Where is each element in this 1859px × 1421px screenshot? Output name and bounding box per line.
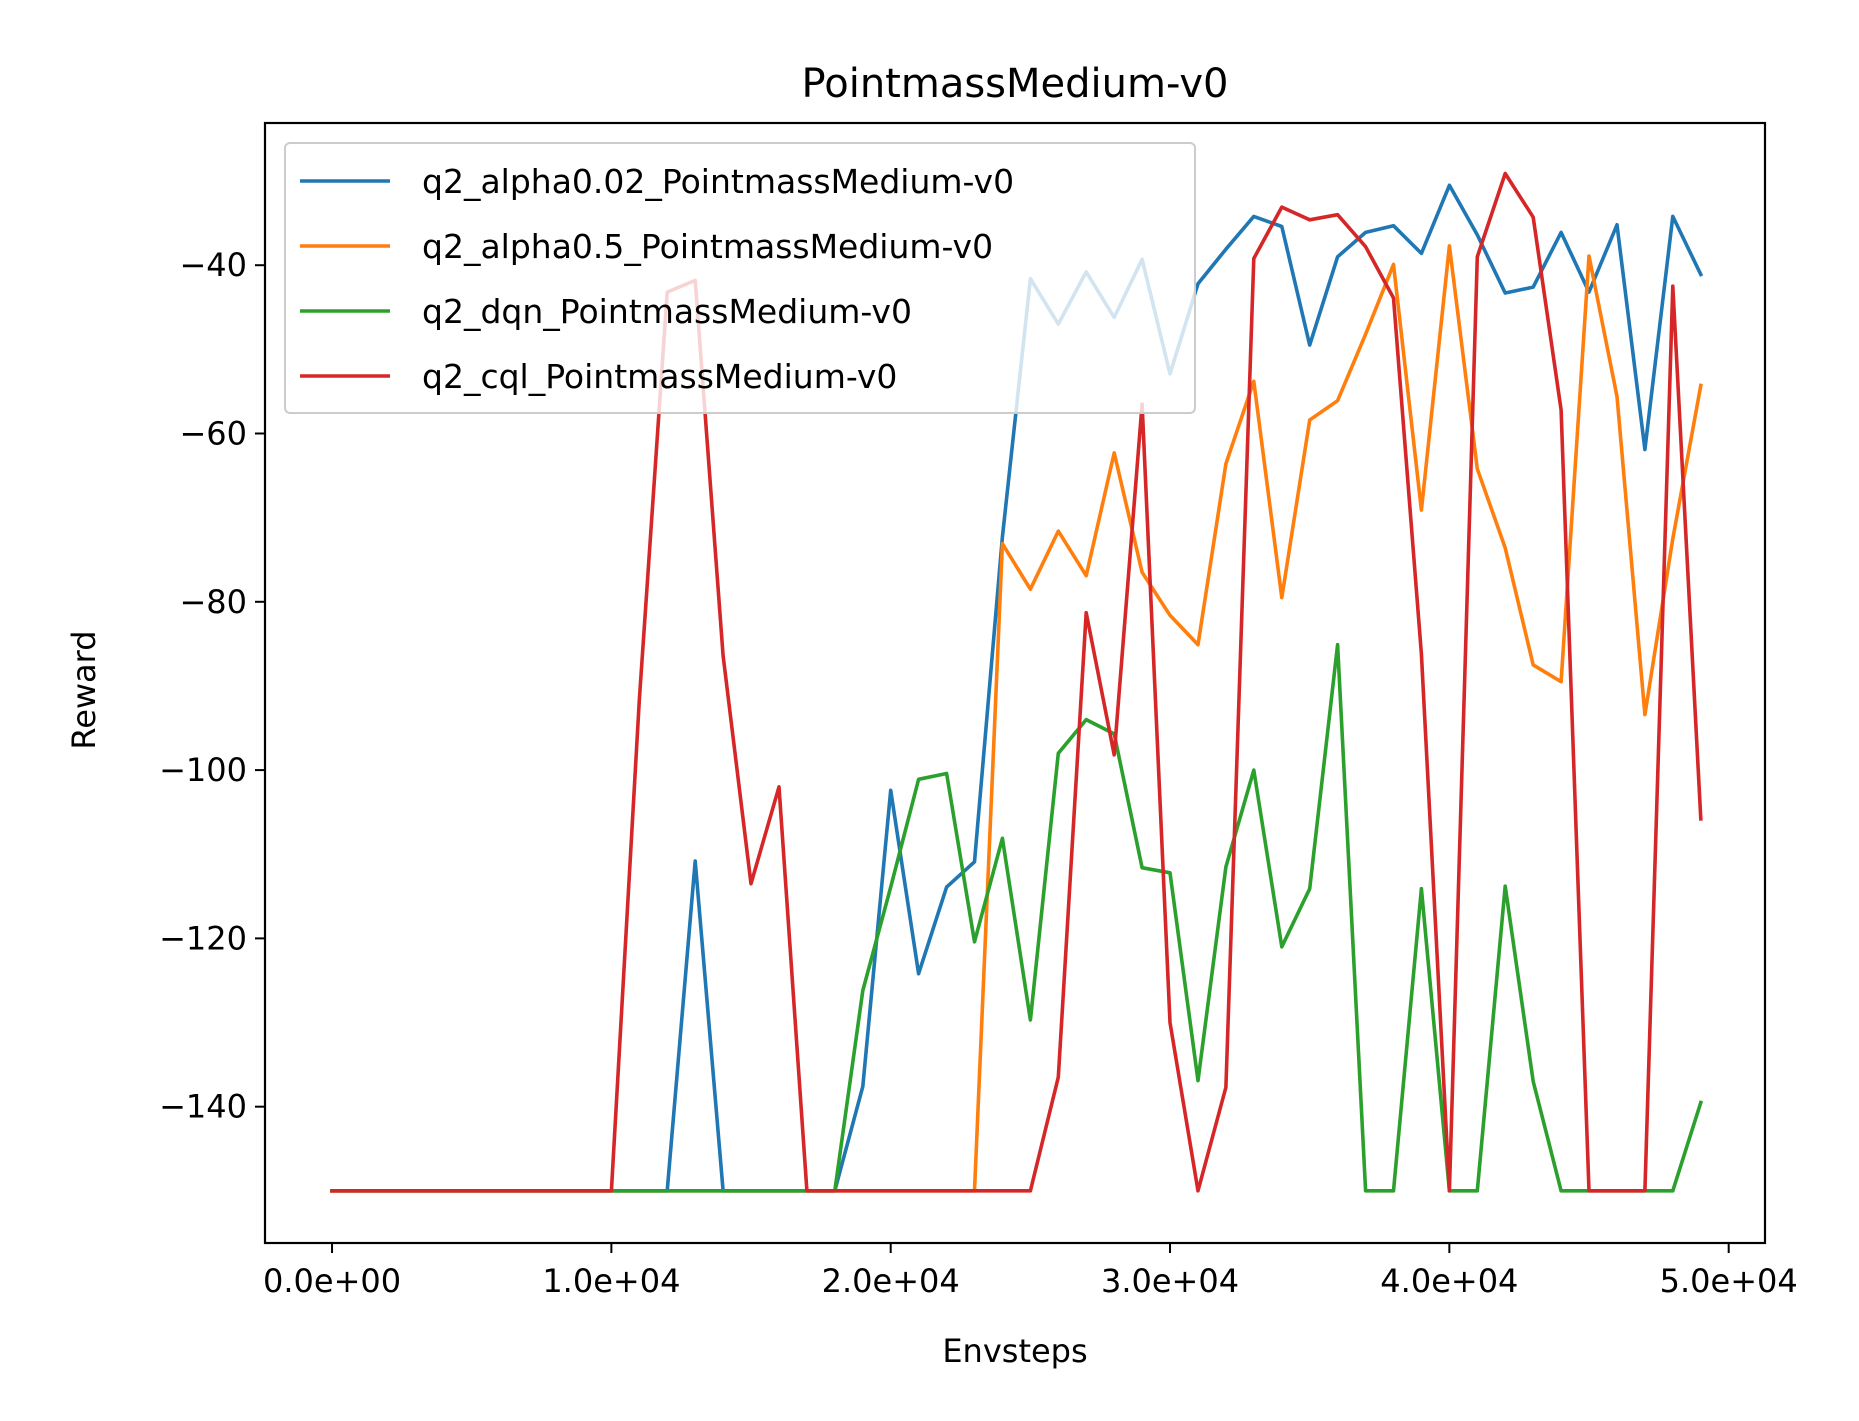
y-axis-label: Reward bbox=[65, 630, 103, 749]
y-tick-label: −80 bbox=[179, 583, 247, 621]
x-tick-label: 5.0e+04 bbox=[1660, 1262, 1798, 1300]
series-line-3 bbox=[330, 171, 1703, 1193]
x-tick-label: 3.0e+04 bbox=[1101, 1262, 1239, 1300]
plot-frame bbox=[263, 121, 1767, 1245]
legend-entry-2: q2_dqn_PointmassMedium-v0 bbox=[422, 292, 912, 331]
y-tick-label: −40 bbox=[179, 246, 247, 284]
x-axis-label: Envsteps bbox=[942, 1332, 1087, 1370]
legend-box bbox=[284, 142, 1196, 414]
plot-series bbox=[330, 171, 1704, 1193]
x-tick-label: 4.0e+04 bbox=[1380, 1262, 1518, 1300]
legend-entry-0: q2_alpha0.02_PointmassMedium-v0 bbox=[422, 162, 1014, 201]
legend-entry-3: q2_cql_PointmassMedium-v0 bbox=[422, 357, 897, 396]
x-axis-ticks: 0.0e+00 1.0e+04 2.0e+04 3.0e+04 4.0e+04 5.0e+… bbox=[263, 1243, 1798, 1300]
y-axis-ticks: −140 −120 −100 −80 −60 −40 bbox=[159, 246, 265, 1126]
legend-entry-1: q2_alpha0.5_PointmassMedium-v0 bbox=[422, 227, 993, 266]
x-tick-label: 1.0e+04 bbox=[542, 1262, 680, 1300]
y-tick-label: −100 bbox=[159, 751, 247, 789]
x-tick-label: 2.0e+04 bbox=[822, 1262, 960, 1300]
chart-title: PointmassMedium-v0 bbox=[802, 61, 1229, 107]
y-tick-label: −140 bbox=[159, 1088, 247, 1126]
y-tick-label: −60 bbox=[179, 415, 247, 453]
legend: q2_alpha0.02_PointmassMedium-v0 q2_alpha0… bbox=[284, 142, 1196, 414]
y-tick-label: −120 bbox=[159, 919, 247, 957]
x-tick-label: 0.0e+00 bbox=[263, 1262, 401, 1300]
